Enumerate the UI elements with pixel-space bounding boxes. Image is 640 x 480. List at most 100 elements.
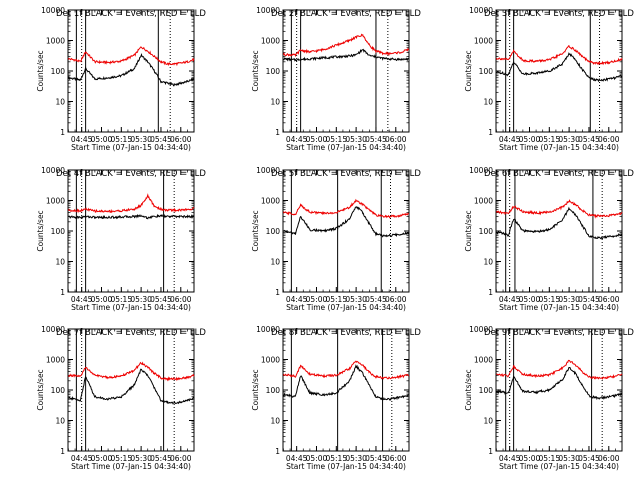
x-tick-label: 05:30 (345, 295, 367, 304)
x-tick-label: 05:45 (150, 135, 172, 144)
x-tick-label: 05:30 (558, 135, 580, 144)
y-tick-label: 1 (275, 447, 280, 456)
x-tick-label: 04:45 (499, 295, 521, 304)
y-tick-label: 1000 (474, 356, 493, 365)
y-axis-label: Counts/sec (464, 50, 473, 91)
x-tick-label: 05:15 (325, 454, 347, 463)
y-tick-label: 1000 (261, 197, 280, 206)
x-tick-label: 05:45 (365, 295, 387, 304)
y-tick-label: 1000 (46, 356, 65, 365)
panel-title: Det 1f BLACK = Events, RED = LLD (56, 9, 206, 19)
panel-det-3: Det 3f BLACK = Events, RED = LLD 1 10 100 10… (464, 6, 634, 152)
x-tick-label: 05:45 (365, 135, 387, 144)
plot-frame (495, 9, 623, 133)
x-tick-label: 05:15 (325, 295, 347, 304)
panel-title: Det 5f BLACK = Events, RED = LLD (271, 169, 421, 179)
x-axis-label: Start Time (07-Jan-15 04:34:40) (286, 303, 406, 312)
x-tick-label: 06:00 (385, 135, 407, 144)
y-tick-label: 100 (51, 227, 66, 236)
y-tick-label: 1000 (46, 197, 65, 206)
x-tick-label: 05:00 (91, 454, 113, 463)
x-tick-label: 06:00 (598, 135, 620, 144)
panel-title: Det 4f BLACK = Events, RED = LLD (56, 169, 206, 179)
series-line-events (283, 48, 410, 62)
panel-det-5: Det 5f BLACK = Events, RED = LLD 1 10 100 10… (251, 166, 421, 312)
panel-title: Det 3f BLACK = Events, RED = LLD (484, 9, 634, 19)
y-tick-label: 1 (488, 288, 493, 297)
panel-title: Det 9f BLACK = Events, RED = LLD (484, 328, 634, 338)
series-line-events (495, 367, 623, 401)
y-tick-label: 1000 (474, 37, 493, 46)
x-tick-label: 05:45 (578, 295, 600, 304)
x-tick-label: 04:45 (499, 454, 521, 463)
y-tick-label: 10000 (469, 166, 493, 175)
x-axis-label: Start Time (07-Jan-15 04:34:40) (286, 143, 406, 152)
x-tick-label: 06:00 (170, 135, 192, 144)
x-tick-label: 05:00 (306, 135, 328, 144)
x-tick-label: 06:00 (170, 454, 192, 463)
x-tick-label: 04:45 (286, 454, 308, 463)
x-axis-label: Start Time (07-Jan-15 04:34:40) (499, 143, 619, 152)
series-line-events (283, 206, 410, 238)
x-tick-label: 05:45 (578, 135, 600, 144)
panel-det-9: Det 9f BLACK = Events, RED = LLD 1 10 100 10… (464, 325, 634, 471)
x-axis-label: Start Time (07-Jan-15 04:34:40) (499, 462, 619, 471)
x-tick-label: 04:45 (499, 135, 521, 144)
x-tick-label: 06:00 (385, 295, 407, 304)
y-axis-label: Counts/sec (464, 210, 473, 251)
series-line-events (496, 206, 623, 240)
y-tick-label: 1000 (46, 37, 65, 46)
y-tick-label: 1000 (474, 197, 493, 206)
panel-title: Det 2f BLACK = Events, RED = LLD (271, 9, 421, 19)
x-tick-label: 04:45 (286, 295, 308, 304)
plot-frame (495, 328, 623, 452)
y-tick-label: 10 (270, 258, 280, 267)
series-line-lld (67, 193, 195, 214)
series-line-lld (67, 46, 195, 67)
y-tick-label: 1 (488, 128, 493, 137)
x-tick-label: 04:45 (71, 135, 93, 144)
y-axis-label: Counts/sec (251, 50, 260, 91)
x-tick-label: 05:00 (306, 295, 328, 304)
x-tick-label: 06:00 (598, 295, 620, 304)
y-axis-label: Counts/sec (251, 210, 260, 251)
x-tick-label: 05:30 (345, 135, 367, 144)
y-tick-label: 10 (483, 98, 493, 107)
series-line-events (283, 364, 410, 401)
x-tick-label: 05:45 (150, 454, 172, 463)
series-line-events (67, 53, 195, 87)
x-tick-label: 04:45 (286, 135, 308, 144)
x-tick-label: 05:00 (91, 135, 113, 144)
panel-det-8: Det 8f BLACK = Events, RED = LLD 1 10 100 10… (251, 325, 421, 471)
x-tick-label: 05:00 (519, 454, 541, 463)
x-tick-label: 05:00 (91, 295, 113, 304)
y-tick-label: 100 (479, 386, 494, 395)
x-tick-label: 04:45 (71, 454, 93, 463)
y-axis-label: Counts/sec (36, 50, 45, 91)
x-tick-label: 05:15 (110, 135, 132, 144)
x-tick-label: 05:15 (110, 454, 132, 463)
y-axis-label: Counts/sec (36, 369, 45, 410)
series-line-lld (282, 198, 409, 219)
y-tick-label: 100 (266, 386, 281, 395)
y-tick-label: 10 (55, 258, 65, 267)
y-tick-label: 100 (51, 67, 66, 76)
y-tick-label: 100 (479, 227, 494, 236)
y-tick-label: 10000 (41, 166, 65, 175)
x-tick-label: 05:45 (365, 454, 387, 463)
x-axis-label: Start Time (07-Jan-15 04:34:40) (499, 303, 619, 312)
x-tick-label: 05:30 (558, 295, 580, 304)
panel-det-4: Det 4f BLACK = Events, RED = LLD 1 10 100 10… (36, 166, 206, 312)
series-line-lld (495, 44, 623, 66)
series-line-events (68, 368, 195, 405)
panel-title: Det 6f BLACK = Events, RED = LLD (484, 169, 634, 179)
y-tick-label: 10 (483, 258, 493, 267)
y-tick-label: 1000 (261, 356, 280, 365)
x-axis-label: Start Time (07-Jan-15 04:34:40) (71, 143, 191, 152)
y-tick-label: 10 (55, 417, 65, 426)
y-tick-label: 10000 (41, 325, 65, 334)
y-tick-label: 10 (483, 417, 493, 426)
x-tick-label: 05:15 (538, 135, 560, 144)
x-tick-label: 05:15 (538, 454, 560, 463)
